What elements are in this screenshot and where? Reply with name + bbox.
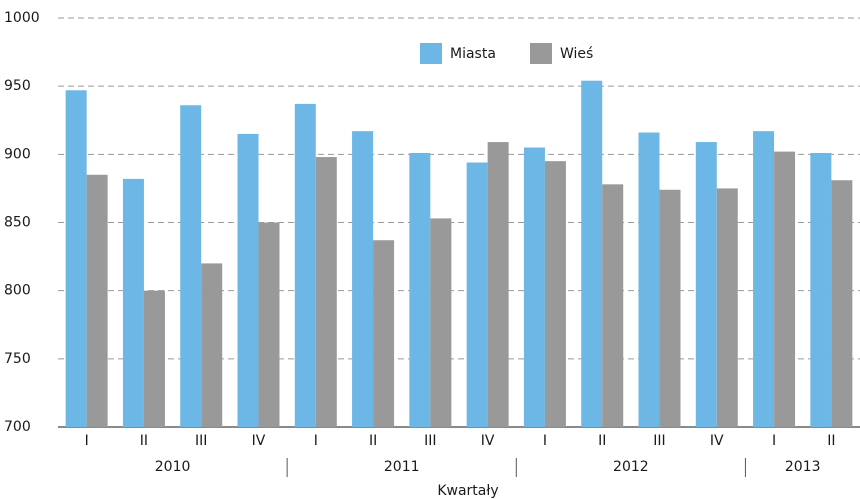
bar bbox=[201, 263, 223, 427]
x-tick-label: II bbox=[598, 433, 606, 449]
legend-label: Wieś bbox=[560, 46, 593, 62]
bar bbox=[716, 188, 738, 427]
x-tick-label: III bbox=[195, 433, 207, 449]
x-tick-label: II bbox=[140, 433, 148, 449]
x-axis-label: Kwartały bbox=[437, 483, 498, 499]
bar bbox=[695, 142, 717, 427]
bar bbox=[523, 147, 545, 427]
legend-label: Miasta bbox=[450, 46, 496, 62]
bar bbox=[258, 222, 280, 427]
bar bbox=[753, 131, 775, 427]
legend-swatch bbox=[530, 43, 552, 64]
bar bbox=[294, 103, 316, 427]
bar bbox=[65, 90, 87, 428]
y-tick-label: 700 bbox=[4, 419, 31, 435]
x-tick-label: III bbox=[424, 433, 436, 449]
bar bbox=[409, 152, 431, 427]
x-tick-label: II bbox=[369, 433, 377, 449]
bar bbox=[638, 132, 660, 427]
bar bbox=[373, 240, 395, 427]
y-tick-label: 950 bbox=[4, 78, 31, 94]
x-tick-label: I bbox=[314, 433, 318, 449]
y-tick-label: 800 bbox=[4, 283, 31, 299]
year-label: 2010 bbox=[155, 459, 191, 475]
bar bbox=[810, 152, 832, 427]
bar bbox=[122, 178, 144, 427]
x-tick-label: I bbox=[772, 433, 776, 449]
x-tick-label: IV bbox=[481, 433, 495, 449]
bar bbox=[352, 131, 374, 427]
x-tick-label: I bbox=[85, 433, 89, 449]
bar bbox=[581, 80, 603, 428]
year-label: 2013 bbox=[785, 459, 821, 475]
bar bbox=[659, 189, 681, 427]
bar bbox=[602, 184, 624, 427]
x-tick-label: III bbox=[653, 433, 665, 449]
x-tick-label: IV bbox=[252, 433, 266, 449]
bar bbox=[466, 162, 488, 427]
bar bbox=[315, 157, 337, 427]
y-tick-label: 900 bbox=[4, 146, 31, 162]
bar bbox=[544, 161, 566, 427]
bar bbox=[487, 142, 509, 427]
x-tick-label: I bbox=[543, 433, 547, 449]
bar bbox=[430, 218, 452, 427]
bar bbox=[180, 105, 202, 428]
y-tick-label: 750 bbox=[4, 351, 31, 367]
bar bbox=[237, 133, 259, 427]
x-tick-label: IV bbox=[710, 433, 724, 449]
y-tick-label: 1000 bbox=[4, 10, 40, 26]
bar bbox=[831, 180, 853, 427]
bar bbox=[86, 174, 108, 427]
year-label: 2012 bbox=[613, 459, 649, 475]
bar bbox=[774, 151, 796, 427]
bar bbox=[143, 290, 165, 427]
year-label: 2011 bbox=[384, 459, 420, 475]
x-tick-label: II bbox=[827, 433, 835, 449]
y-tick-label: 850 bbox=[4, 215, 31, 231]
legend-swatch bbox=[420, 43, 442, 64]
